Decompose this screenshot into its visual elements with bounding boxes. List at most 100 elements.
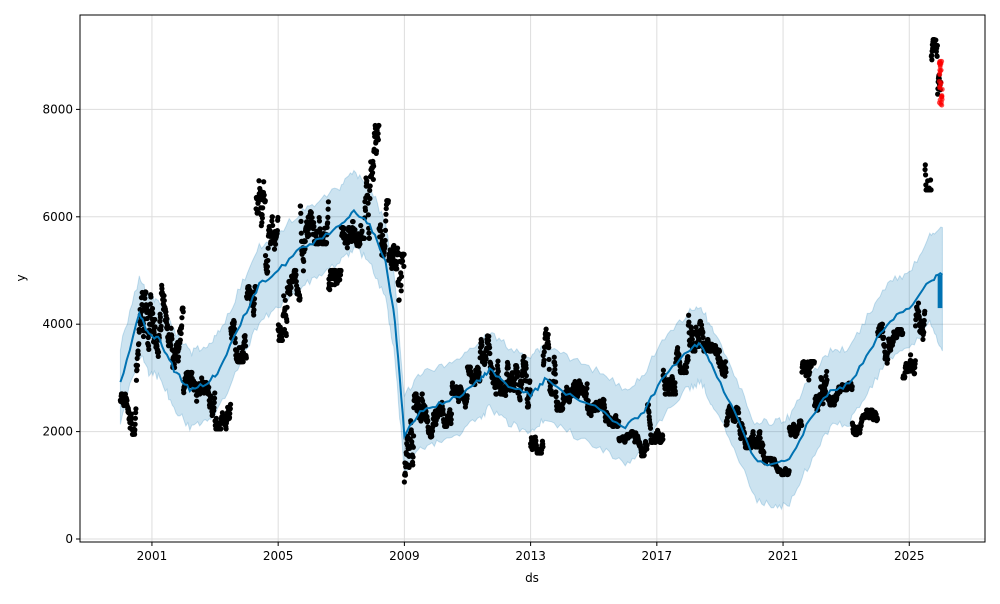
observed-point bbox=[180, 309, 186, 315]
observed-point bbox=[824, 377, 830, 383]
observed-point bbox=[672, 384, 678, 390]
observed-point bbox=[361, 235, 368, 241]
observed-point bbox=[262, 253, 269, 259]
observed-point bbox=[686, 319, 692, 325]
observed-point bbox=[902, 374, 908, 380]
y-axis-ticks: 0 2000 4000 6000 8000 bbox=[42, 102, 80, 546]
highlighted-point bbox=[938, 82, 943, 87]
observed-point bbox=[298, 230, 304, 236]
observed-point bbox=[325, 214, 331, 221]
observed-point bbox=[696, 337, 702, 344]
observed-point bbox=[370, 176, 376, 183]
observed-point bbox=[517, 397, 523, 403]
observed-point bbox=[242, 338, 248, 344]
observed-point bbox=[147, 301, 153, 307]
observed-point bbox=[675, 345, 681, 351]
observed-point bbox=[316, 218, 323, 224]
observed-point bbox=[723, 365, 729, 371]
observed-point bbox=[362, 207, 369, 213]
observed-point bbox=[168, 325, 174, 331]
observed-point bbox=[505, 365, 511, 371]
observed-point bbox=[900, 330, 906, 336]
observed-point bbox=[134, 362, 141, 369]
observed-point bbox=[366, 230, 372, 236]
forecast-yhat-line bbox=[119, 208, 943, 467]
observed-point bbox=[449, 380, 456, 386]
observed-point bbox=[302, 238, 308, 244]
observed-point bbox=[226, 414, 233, 421]
observed-point bbox=[533, 442, 539, 449]
observed-point bbox=[757, 428, 763, 435]
observed-points bbox=[117, 36, 944, 485]
observed-point bbox=[486, 333, 492, 340]
observed-point bbox=[512, 381, 518, 387]
observed-point bbox=[698, 322, 705, 328]
observed-point bbox=[921, 321, 927, 328]
observed-point bbox=[364, 178, 370, 184]
observed-point bbox=[323, 240, 330, 246]
observed-point bbox=[373, 148, 380, 154]
highlighted-point bbox=[938, 101, 944, 107]
observed-point bbox=[601, 405, 608, 411]
y-tick-label: 2000 bbox=[42, 425, 73, 439]
observed-point bbox=[514, 373, 521, 380]
observed-point bbox=[921, 329, 927, 335]
observed-point bbox=[683, 364, 690, 370]
observed-point bbox=[934, 53, 940, 59]
observed-point bbox=[928, 187, 934, 193]
observed-point bbox=[164, 322, 171, 328]
observed-point bbox=[935, 91, 941, 97]
observed-point bbox=[916, 309, 922, 315]
observed-point bbox=[503, 392, 509, 399]
observed-point bbox=[311, 219, 317, 226]
observed-point bbox=[716, 348, 723, 354]
observed-point bbox=[541, 349, 547, 355]
observed-point bbox=[175, 358, 181, 364]
observed-point bbox=[223, 426, 229, 432]
observed-point bbox=[920, 336, 926, 342]
observed-point bbox=[732, 418, 738, 424]
observed-point bbox=[256, 178, 262, 184]
future-forecast-block bbox=[937, 274, 943, 309]
grid-lines bbox=[80, 15, 985, 542]
observed-point bbox=[585, 398, 591, 404]
observed-point bbox=[552, 371, 558, 377]
observed-point bbox=[382, 243, 388, 249]
observed-point bbox=[301, 258, 307, 264]
observed-point bbox=[410, 462, 416, 468]
observed-point bbox=[396, 297, 402, 303]
observed-point bbox=[493, 391, 500, 397]
observed-point bbox=[551, 354, 557, 360]
observed-point bbox=[218, 426, 224, 432]
observed-point bbox=[391, 242, 397, 249]
observed-point bbox=[212, 390, 218, 396]
x-tick-label: 2021 bbox=[768, 549, 799, 563]
observed-point bbox=[686, 312, 692, 318]
x-tick-label: 2005 bbox=[263, 549, 294, 563]
observed-point bbox=[149, 305, 156, 312]
observed-point bbox=[231, 319, 237, 325]
observed-point bbox=[297, 295, 303, 301]
observed-point bbox=[132, 421, 138, 427]
observed-point bbox=[375, 130, 381, 137]
x-axis-label: ds bbox=[525, 571, 539, 585]
observed-point bbox=[447, 407, 453, 413]
observed-point bbox=[921, 317, 927, 324]
x-tick-label: 2013 bbox=[515, 549, 546, 563]
observed-point bbox=[693, 324, 699, 330]
observed-point bbox=[786, 468, 792, 474]
observed-point bbox=[545, 331, 551, 338]
observed-point bbox=[433, 421, 439, 427]
observed-point bbox=[243, 355, 249, 361]
observed-point bbox=[211, 395, 218, 401]
observed-point bbox=[272, 241, 279, 247]
observed-point bbox=[367, 195, 373, 202]
observed-point bbox=[722, 359, 729, 365]
highlighted-point bbox=[937, 67, 943, 73]
observed-point bbox=[724, 418, 730, 425]
observed-point bbox=[448, 420, 454, 427]
observed-point bbox=[819, 376, 825, 382]
observed-point bbox=[176, 344, 182, 350]
observed-point bbox=[369, 170, 376, 176]
